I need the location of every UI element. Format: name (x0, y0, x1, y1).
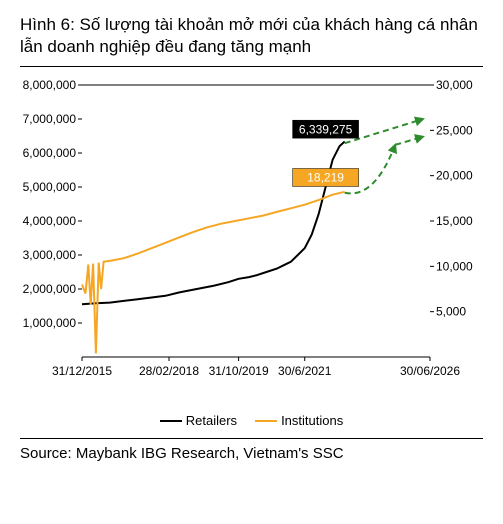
legend-label-institutions: Institutions (281, 413, 343, 428)
svg-text:30,000: 30,000 (436, 78, 473, 92)
svg-text:28/02/2018: 28/02/2018 (139, 364, 199, 378)
figure-source: Source: Maybank IBG Research, Vietnam's … (20, 445, 483, 462)
svg-text:3,000,000: 3,000,000 (23, 248, 77, 262)
svg-text:10,000: 10,000 (436, 260, 473, 274)
svg-text:6,000,000: 6,000,000 (23, 146, 77, 160)
svg-text:31/10/2019: 31/10/2019 (209, 364, 269, 378)
svg-text:7,000,000: 7,000,000 (23, 112, 77, 126)
figure-title: Hình 6: Số lượng tài khoản mở mới của kh… (20, 14, 483, 58)
legend: Retailers Institutions (20, 413, 483, 428)
svg-text:31/12/2015: 31/12/2015 (52, 364, 112, 378)
source-rule (20, 438, 483, 439)
chart: 1,000,000 2,000,000 3,000,000 4,000,000 5,00… (20, 71, 483, 411)
svg-text:5,000: 5,000 (436, 305, 466, 319)
legend-label-retailers: Retailers (186, 413, 237, 428)
svg-text:25,000: 25,000 (436, 124, 473, 138)
projection-arrow (395, 137, 423, 145)
series-retailers (82, 142, 345, 305)
svg-text:2,000,000: 2,000,000 (23, 282, 77, 296)
svg-text:5,000,000: 5,000,000 (23, 180, 77, 194)
svg-text:30/6/2021: 30/6/2021 (278, 364, 332, 378)
svg-text:1,000,000: 1,000,000 (23, 316, 77, 330)
title-rule (20, 66, 483, 67)
chart-svg: 1,000,000 2,000,000 3,000,000 4,000,000 5,00… (20, 71, 483, 411)
callout-text: 6,339,275 (299, 123, 353, 137)
svg-text:4,000,000: 4,000,000 (23, 214, 77, 228)
series-institutions (82, 192, 345, 354)
svg-text:15,000: 15,000 (436, 214, 473, 228)
svg-text:30/06/2026: 30/06/2026 (400, 364, 460, 378)
legend-item-retailers: Retailers (160, 413, 237, 428)
callout-text: 18,219 (307, 171, 344, 185)
legend-item-institutions: Institutions (255, 413, 343, 428)
legend-swatch-retailers (160, 420, 182, 422)
legend-swatch-institutions (255, 420, 277, 422)
svg-text:8,000,000: 8,000,000 (23, 78, 77, 92)
svg-text:20,000: 20,000 (436, 169, 473, 183)
